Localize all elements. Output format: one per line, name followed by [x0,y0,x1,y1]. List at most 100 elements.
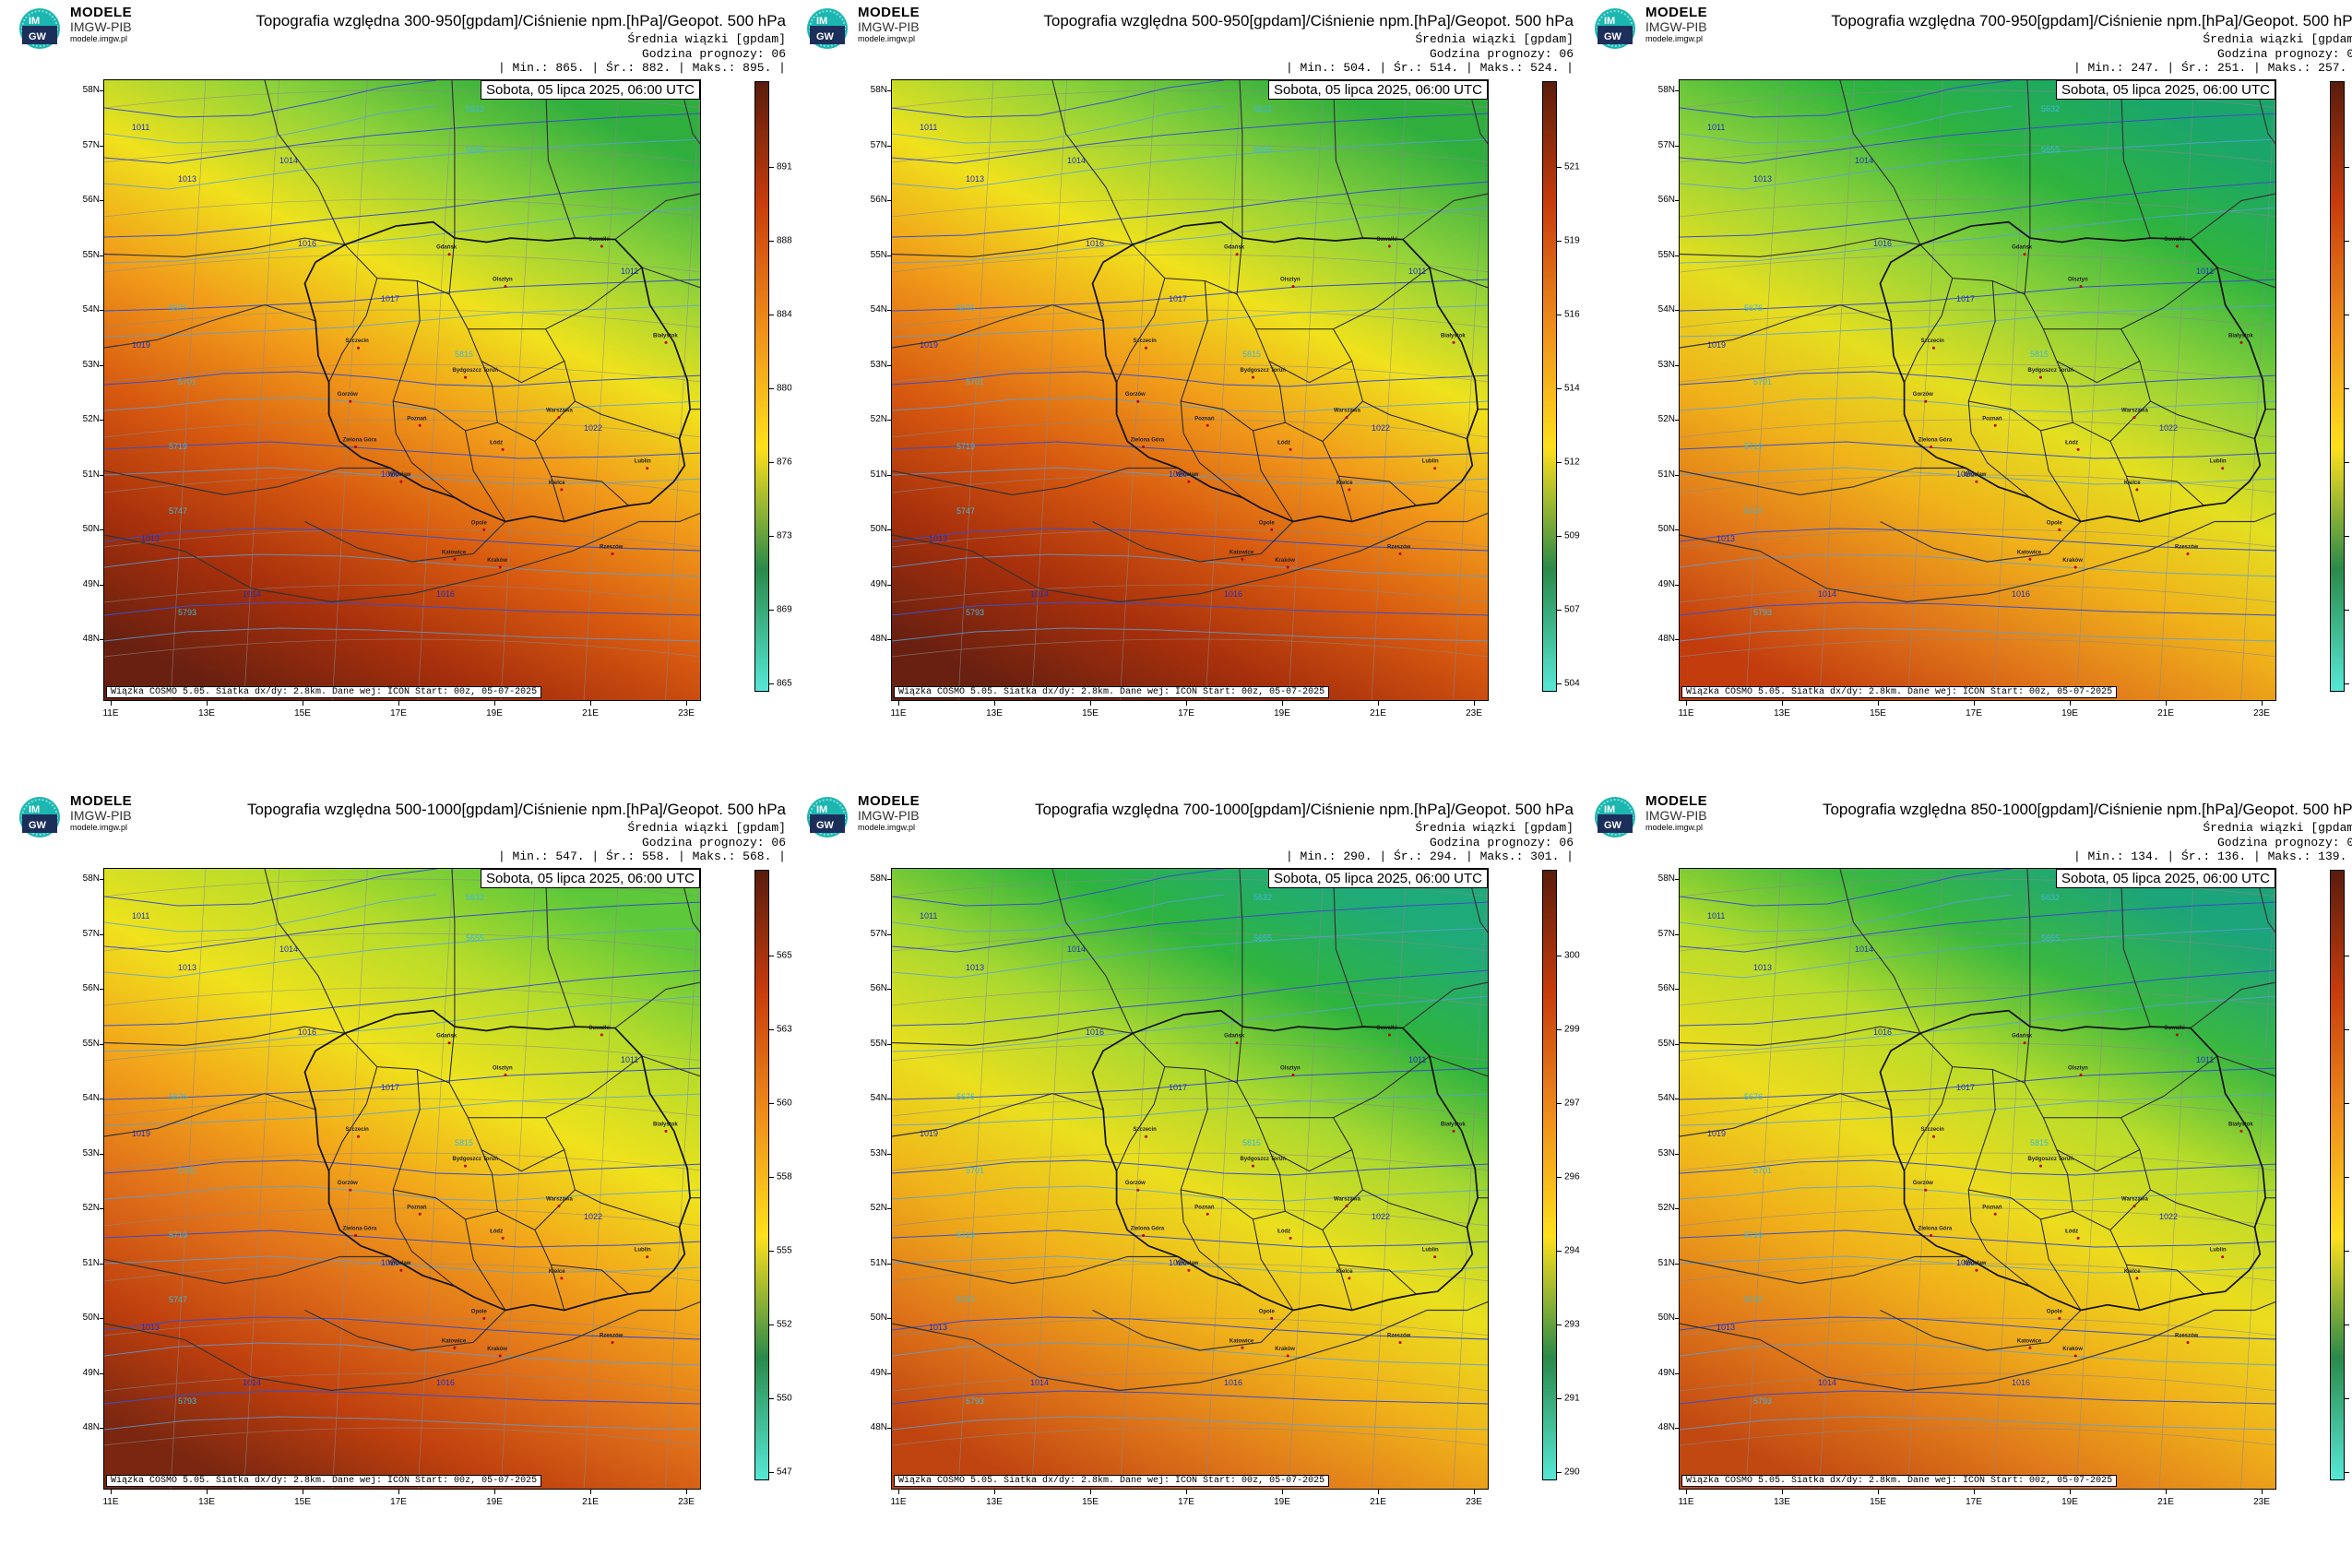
brand-block: MODELE IMGW-PIB modele.imgw.pl [1645,6,1707,43]
borders [104,80,700,603]
city-label: Gorzów [1125,392,1146,398]
brand-site: modele.imgw.pl [1645,823,1704,832]
imgw-logo: IM GW [807,797,848,837]
map-area: Gdańsk Suwałki Olsztyn Białystok Szczecin Byd… [103,79,701,701]
color-scale-bar [1542,870,1557,1480]
brand-block: MODELE IMGW-PIB modele.imgw.pl [70,794,132,832]
isobar-label: 1011 [1707,911,1725,921]
geopot-label: 5676 [1744,1092,1763,1101]
lon-label: 21E [582,1497,599,1507]
geopot-label: 5632 [2041,104,2060,113]
lat-label: 51N [870,469,887,480]
geopot-label: 5719 [956,1230,975,1240]
model-info: Wiązka COSMO 5.05. Siatka dx/dy: 2.8km. … [1681,686,2118,698]
city-label: Warszawa [1334,1197,1360,1203]
brand-block: MODELE IMGW-PIB modele.imgw.pl [1645,794,1707,832]
scale-tick [1557,1177,1562,1178]
scale-tick [769,683,774,684]
lat-label: 53N [1657,1147,1675,1158]
city-label: Zielona Góra [1131,1227,1165,1232]
map-title: Topografia względna 500-1000[gpdam]/Ciśn… [246,801,786,818]
graticule [1680,869,2275,1489]
geopot-label: 5719 [1744,1230,1763,1240]
lon-tick [1282,701,1283,706]
lat-label: 53N [1657,359,1675,370]
lat-label: 53N [82,359,100,370]
isobar-label: 1013 [966,174,984,184]
geopot-labels: 5632 5655 5676 5701 5719 5747 5793 5815 [169,893,484,1406]
lon-label: 11E [890,708,907,719]
isobar-label: 1020 [381,1258,399,1267]
lat-label: 54N [870,1093,887,1103]
poland-border [1879,220,2266,523]
lat-label: 56N [82,195,100,205]
lon-tick [1474,1490,1475,1494]
lon-tick [111,1490,112,1494]
lon-label: 17E [390,708,407,719]
lat-tick [1675,145,1679,147]
isobar-label: 1022 [1372,1212,1390,1221]
scale-tick [2345,1398,2349,1399]
isobar-label: 1020 [381,469,399,479]
lat-tick [887,1372,891,1374]
cities: Gdańsk Suwałki Olsztyn Białystok Szczecin Byd… [1913,237,2253,569]
scale-label: 565 [777,950,792,961]
lon-tick [994,1490,995,1494]
lon-tick [590,1490,591,1494]
city-label: Wrocław [1176,1261,1199,1266]
geopot-label: 5655 [2041,145,2060,154]
isobars [1680,869,2275,1405]
geopot-labels: 5632 5655 5676 5701 5719 5747 5793 5815 [1744,893,2060,1406]
lon-label: 15E [1082,1497,1099,1507]
isobar-labels: 1011 1013 1014 1016 1017 1019 1020 1022 1011 1013… [920,911,1426,1387]
isobar-label: 1013 [966,963,984,972]
lon-label: 19E [1274,1497,1290,1507]
isobar-label: 1013 [929,534,947,543]
map-panel: IM GW MODELE IMGW-PIB modele.imgw.pl Topograf… [1586,789,2352,1554]
city-label: Gdańsk [1224,245,1245,251]
scale-tick [1557,241,1562,242]
lat-tick [887,933,891,935]
logo-text-top: IM [29,16,40,27]
lon-label: 19E [486,708,503,719]
geopot-label: 5701 [178,1166,196,1175]
scale-tick [769,462,774,463]
geopot-label: 5632 [466,104,484,113]
city-label: Olsztyn [2068,1066,2088,1072]
cities: Gdańsk Suwałki Olsztyn Białystok Szczecin Byd… [1125,237,1466,569]
map-canvas: Gdańsk Suwałki Olsztyn Białystok Szczecin Byd… [1680,869,2275,1489]
geopot-label: 5815 [455,1138,473,1147]
lon-tick [207,1490,208,1494]
geopot-label: 5793 [178,608,196,617]
lon-label: 23E [678,1497,695,1507]
lat-tick [100,474,103,476]
geopot-label: 5793 [966,608,984,617]
city-label: Bydgoszcz Toruń [453,368,499,374]
lat-label: 57N [1657,139,1675,150]
isobar-label: 1011 [1707,123,1725,132]
city-label: Gorzów [1913,392,1933,398]
lat-label: 53N [870,1147,887,1158]
borders [104,869,700,1392]
isobar-label: 1013 [141,534,160,543]
geopot-labels: 5632 5655 5676 5701 5719 5747 5793 5815 [956,893,1272,1406]
lat-tick [887,200,891,201]
city-label: Opole [1259,520,1276,526]
lat-tick [1675,255,1679,256]
city-label: Rzeszów [600,545,624,551]
forecast-hour: Godzina prognozy: 06 [1429,47,1574,61]
scale-label: 294 [1564,1245,1580,1256]
city-label: Kielce [2124,481,2141,486]
scale-label: 865 [777,678,792,689]
isobar-label: 1020 [1956,1258,1975,1267]
map-panel: IM GW MODELE IMGW-PIB modele.imgw.pl Topograf… [799,0,1580,766]
lat-label: 57N [870,139,887,150]
city-label: Poznań [1982,1205,2002,1210]
city-label: Zielona Góra [1918,1227,1953,1232]
lon-tick [686,1490,687,1494]
lat-tick [100,1428,103,1429]
lat-label: 56N [1657,195,1675,205]
lat-label: 52N [1657,414,1675,424]
city-label: Lublin [1422,459,1439,465]
city-label: Gdańsk [436,1034,457,1039]
